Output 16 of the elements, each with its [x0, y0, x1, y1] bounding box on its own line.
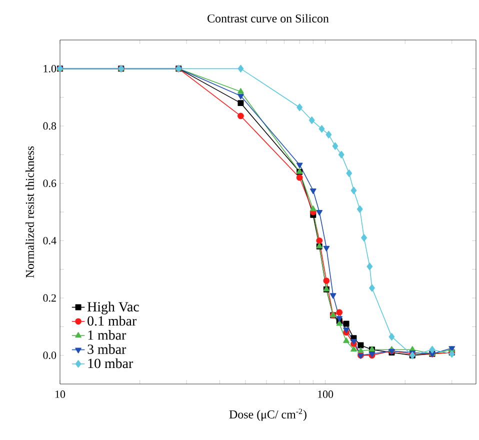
- y-tick-label: 1.0: [44, 64, 56, 72]
- y-tick-label: 0.2: [43, 294, 56, 302]
- legend-label: High Vac: [87, 302, 139, 314]
- x-tick-label: 10: [55, 390, 66, 398]
- legend-label: 1 mbar: [88, 330, 126, 340]
- y-tick-label: 0.8: [43, 122, 56, 130]
- legend-label: 0.1 mbar: [88, 316, 137, 326]
- legend-label: 3 mbar: [88, 344, 126, 354]
- y-axis-title: Normalized resist thickness: [26, 146, 34, 278]
- x-tick-label: 100: [318, 390, 334, 398]
- y-tick-label: 0.0: [43, 352, 56, 360]
- y-tick-label: 0.6: [43, 180, 56, 188]
- x-axis-title: Dose (μC/ cm$^{-2}$): [229, 408, 306, 421]
- legend-label: 10 mbar: [88, 358, 134, 368]
- y-tick-label: 0.4: [43, 236, 56, 244]
- chart-title: Contrast curve on Silicon: [208, 14, 329, 22]
